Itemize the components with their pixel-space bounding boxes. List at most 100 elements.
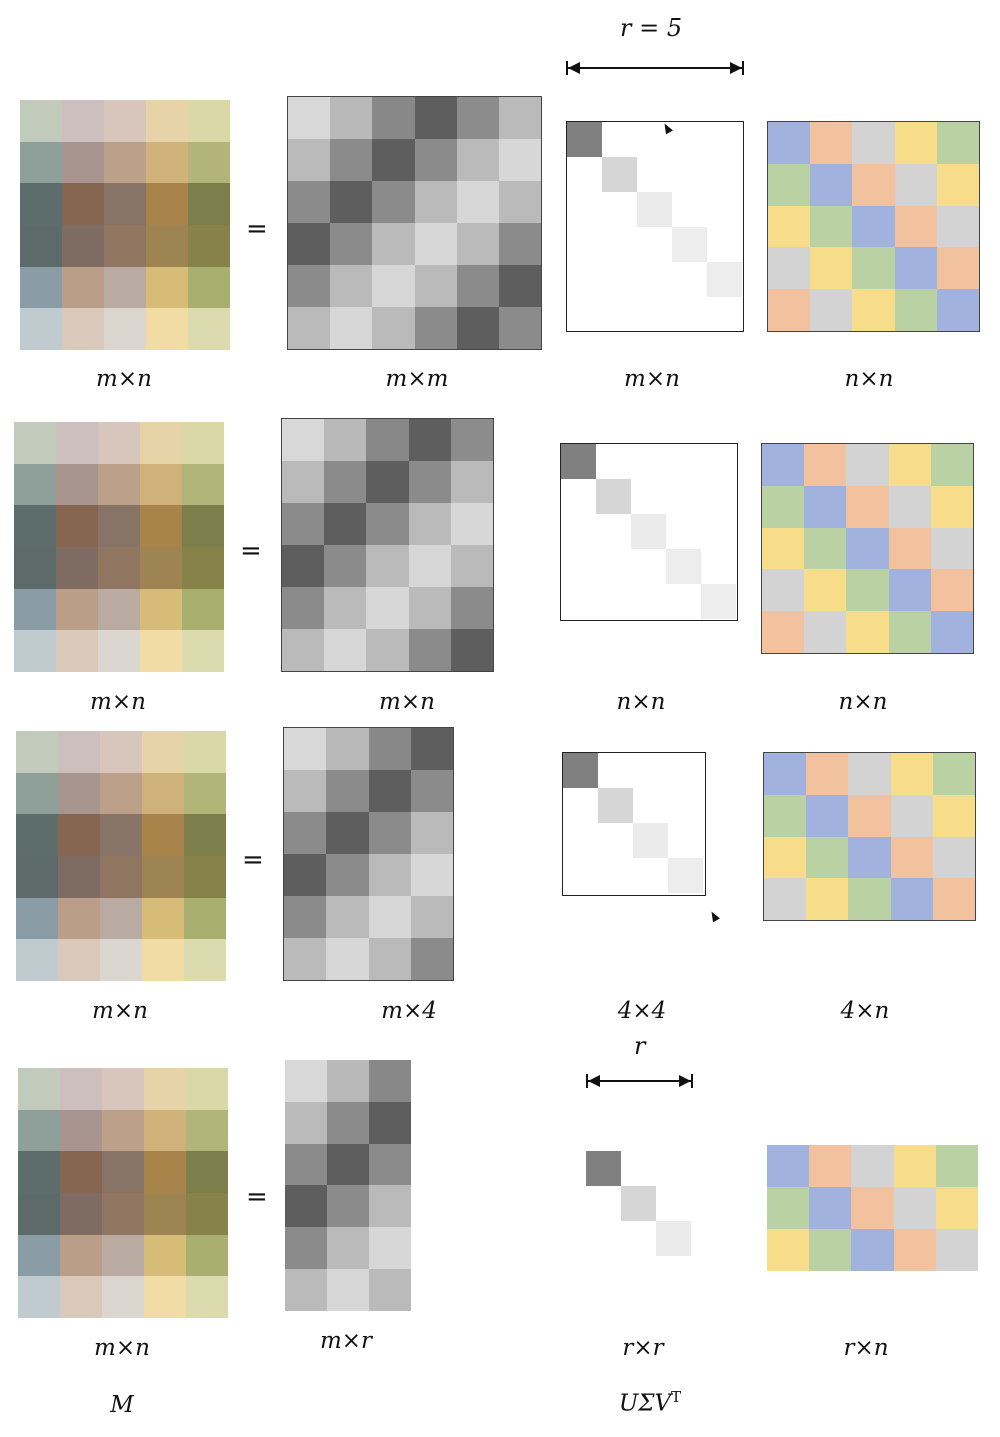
matrix-cell bbox=[414, 97, 457, 139]
singular-value-cell bbox=[707, 262, 742, 297]
matrix-cell bbox=[893, 1145, 936, 1187]
matrix-u-row4 bbox=[285, 1060, 411, 1311]
matrix-cell bbox=[450, 587, 493, 629]
matrix-cell bbox=[62, 266, 104, 309]
matrix-cell bbox=[768, 122, 811, 164]
matrix-cell bbox=[327, 1143, 369, 1186]
matrix-cell bbox=[498, 181, 541, 223]
matrix-cell bbox=[16, 731, 58, 773]
matrix-cell bbox=[14, 588, 56, 631]
matrix-u-row2 bbox=[281, 418, 494, 672]
matrix-cell bbox=[140, 547, 182, 589]
matrix-cell bbox=[369, 1227, 411, 1270]
matrix-cell bbox=[188, 308, 230, 350]
matrix-cell bbox=[188, 225, 230, 267]
matrix-cell bbox=[327, 1060, 369, 1102]
matrix-cell bbox=[285, 1185, 327, 1228]
matrix-cell bbox=[18, 1068, 60, 1110]
matrix-cell bbox=[58, 772, 100, 815]
dim-label: m×4 bbox=[381, 998, 437, 1024]
matrix-cell bbox=[888, 444, 931, 486]
matrix-cell bbox=[324, 461, 367, 503]
matrix-cell bbox=[186, 1109, 228, 1152]
matrix-cell bbox=[144, 1068, 186, 1110]
matrix-cell bbox=[288, 181, 331, 223]
matrix-cell bbox=[936, 289, 979, 331]
matrix-cell bbox=[851, 1229, 894, 1271]
dim-label: m×n bbox=[96, 366, 152, 392]
singular-value-cell bbox=[633, 823, 668, 858]
matrix-cell bbox=[414, 181, 457, 223]
matrix-cell bbox=[804, 527, 847, 570]
singular-value-cell bbox=[596, 479, 631, 514]
matrix-cell bbox=[894, 289, 937, 331]
sigma-matrix-row4 bbox=[586, 1151, 693, 1258]
matrix-m-row2 bbox=[14, 422, 224, 672]
matrix-cell bbox=[930, 485, 973, 528]
matrix-cell bbox=[330, 223, 373, 265]
matrix-cell bbox=[414, 223, 457, 265]
matrix-cell bbox=[102, 1151, 144, 1193]
matrix-u-row1 bbox=[287, 96, 542, 350]
matrix-cell bbox=[100, 731, 142, 773]
matrix-cell bbox=[14, 505, 56, 547]
matrix-cell bbox=[810, 205, 853, 248]
matrix-cell bbox=[56, 630, 98, 672]
matrix-cell bbox=[186, 1276, 228, 1318]
matrix-cell bbox=[936, 205, 979, 248]
matrix-cell bbox=[846, 485, 889, 528]
matrix-cell bbox=[184, 897, 226, 940]
r-equals-label: r = 5 bbox=[620, 14, 683, 42]
matrix-cell bbox=[20, 100, 62, 142]
matrix-cell bbox=[369, 1269, 411, 1311]
matrix-cell bbox=[56, 505, 98, 547]
usv-text: UΣV bbox=[618, 1390, 672, 1417]
matrix-cell bbox=[98, 630, 140, 672]
matrix-cell bbox=[806, 753, 849, 795]
matrix-cell bbox=[366, 587, 409, 629]
matrix-cell bbox=[848, 878, 891, 920]
matrix-cell bbox=[146, 100, 188, 142]
matrix-cell bbox=[935, 1229, 978, 1271]
singular-value-cell bbox=[567, 122, 602, 157]
matrix-cell bbox=[18, 1193, 60, 1235]
matrix-cell bbox=[450, 629, 493, 671]
matrix-cell bbox=[100, 772, 142, 815]
matrix-cell bbox=[188, 100, 230, 142]
matrix-cell bbox=[18, 1234, 60, 1277]
matrix-cell bbox=[288, 307, 331, 349]
matrix-cell bbox=[762, 485, 805, 528]
matrix-cell bbox=[804, 485, 847, 528]
matrix-cell bbox=[142, 731, 184, 773]
matrix-cell bbox=[888, 569, 931, 612]
matrix-cell bbox=[18, 1151, 60, 1193]
matrix-cell bbox=[327, 1101, 369, 1144]
matrix-cell bbox=[810, 122, 853, 164]
matrix-cell bbox=[186, 1234, 228, 1277]
matrix-cell bbox=[804, 444, 847, 486]
matrix-cell bbox=[852, 163, 895, 206]
matrix-cell bbox=[58, 939, 100, 981]
matrix-cell bbox=[450, 545, 493, 587]
matrix-cell bbox=[14, 630, 56, 672]
matrix-cell bbox=[285, 1143, 327, 1186]
matrix-cell bbox=[932, 753, 975, 795]
matrix-cell bbox=[848, 753, 891, 795]
matrix-cell bbox=[930, 569, 973, 612]
r-symbol-label: r bbox=[634, 1032, 646, 1060]
matrix-cell bbox=[372, 181, 415, 223]
matrix-cell bbox=[888, 611, 931, 653]
transpose-superscript: T bbox=[671, 1388, 682, 1406]
matrix-cell bbox=[285, 1227, 327, 1270]
matrix-cell bbox=[186, 1068, 228, 1110]
matrix-cell bbox=[369, 1101, 411, 1144]
matrix-cell bbox=[456, 265, 499, 307]
matrix-cell bbox=[450, 503, 493, 545]
matrix-cell bbox=[851, 1145, 894, 1187]
matrix-cell bbox=[282, 629, 325, 671]
matrix-cell bbox=[14, 463, 56, 506]
matrix-cell bbox=[188, 141, 230, 184]
matrix-cell bbox=[366, 419, 409, 461]
matrix-cell bbox=[330, 97, 373, 139]
matrix-cell bbox=[58, 814, 100, 856]
